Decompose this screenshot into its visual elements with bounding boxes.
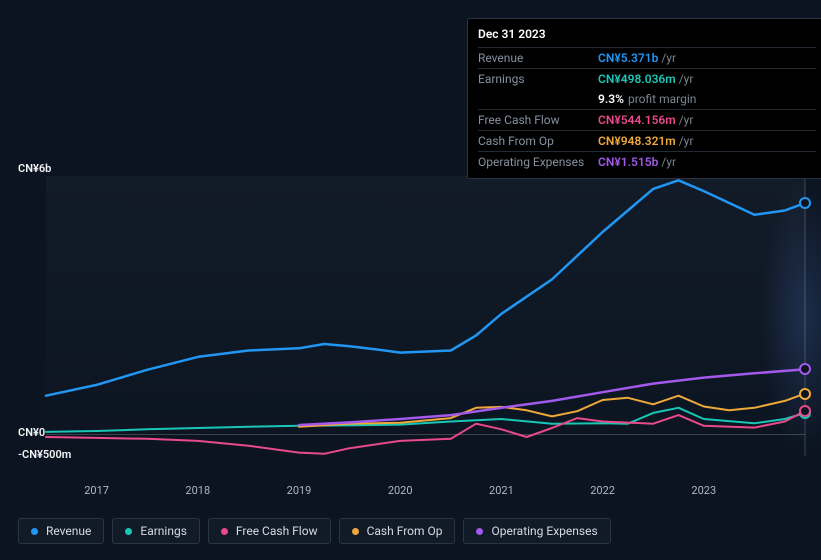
tooltip-value: CN¥1.515b [598, 155, 658, 169]
tooltip-value: CN¥544.156m [598, 113, 676, 127]
legend-item-opex[interactable]: Operating Expenses [463, 518, 610, 544]
x-axis-tick: 2017 [84, 484, 109, 497]
x-axis-tick: 2023 [691, 484, 716, 497]
tooltip-row-margin: 9.3% profit margin [478, 89, 816, 109]
legend-label: Cash From Op [367, 524, 443, 538]
legend-dot-icon [352, 528, 359, 535]
tooltip-row-fcf: Free Cash FlowCN¥544.156m/yr [478, 109, 816, 130]
tooltip-unit: /yr [661, 51, 676, 65]
series-end-marker-revenue [799, 197, 811, 209]
legend-item-earnings[interactable]: Earnings [112, 518, 200, 544]
legend-dot-icon [221, 528, 228, 535]
profit-margin-pct: 9.3% [598, 92, 624, 106]
tooltip-row-opex: Operating ExpensesCN¥1.515b/yr [478, 151, 816, 172]
legend-item-fcf[interactable]: Free Cash Flow [208, 518, 331, 544]
tooltip-value: CN¥498.036m [598, 72, 676, 86]
tooltip-row-earnings: EarningsCN¥498.036m/yr [478, 68, 816, 89]
chart-area: CN¥6bCN¥0-CN¥500m [16, 176, 805, 456]
x-axis-tick: 2021 [489, 484, 514, 497]
legend-dot-icon [31, 528, 38, 535]
legend-dot-icon [476, 528, 483, 535]
tooltip-label: Operating Expenses [478, 155, 598, 169]
series-end-marker-cfo [799, 388, 811, 400]
tooltip-label: Revenue [478, 51, 598, 65]
line-chart-svg [46, 176, 805, 456]
legend-item-cfo[interactable]: Cash From Op [339, 518, 456, 544]
tooltip-label: Free Cash Flow [478, 113, 598, 127]
legend-dot-icon [125, 528, 132, 535]
tooltip-label: Cash From Op [478, 134, 598, 148]
x-axis: 2017 2018 2019 2020 2021 2022 2023 [16, 484, 805, 504]
series-end-marker-opex [799, 363, 811, 375]
legend-label: Operating Expenses [491, 524, 597, 538]
y-axis-label: CN¥0 [18, 426, 44, 439]
hover-tooltip: Dec 31 2023 RevenueCN¥5.371b/yrEarningsC… [467, 18, 821, 179]
legend-item-revenue[interactable]: Revenue [18, 518, 104, 544]
x-axis-tick: 2020 [388, 484, 413, 497]
chart-container: Dec 31 2023 RevenueCN¥5.371b/yrEarningsC… [0, 0, 821, 560]
tooltip-unit: /yr [679, 134, 694, 148]
tooltip-date: Dec 31 2023 [478, 27, 816, 41]
x-axis-tick: 2018 [185, 484, 210, 497]
series-line-revenue [46, 180, 805, 395]
plot-surface[interactable] [46, 176, 805, 456]
tooltip-row-revenue: RevenueCN¥5.371b/yr [478, 47, 816, 68]
tooltip-unit: /yr [661, 155, 676, 169]
legend-label: Earnings [140, 524, 187, 538]
legend: Revenue Earnings Free Cash Flow Cash From O… [18, 518, 611, 544]
legend-label: Free Cash Flow [236, 524, 318, 538]
legend-label: Revenue [46, 524, 91, 538]
tooltip-unit: /yr [679, 72, 694, 86]
tooltip-unit: /yr [679, 113, 694, 127]
tooltip-row-cfo: Cash From OpCN¥948.321m/yr [478, 130, 816, 151]
series-end-marker-fcf [799, 405, 811, 417]
y-axis-label: -CN¥500m [18, 448, 44, 461]
x-axis-tick: 2019 [287, 484, 312, 497]
y-axis-label: CN¥6b [18, 162, 44, 175]
x-axis-tick: 2022 [590, 484, 615, 497]
profit-margin-label: profit margin [628, 92, 696, 106]
tooltip-label: Earnings [478, 72, 598, 86]
tooltip-value: CN¥948.321m [598, 134, 676, 148]
tooltip-value: CN¥5.371b [598, 51, 658, 65]
